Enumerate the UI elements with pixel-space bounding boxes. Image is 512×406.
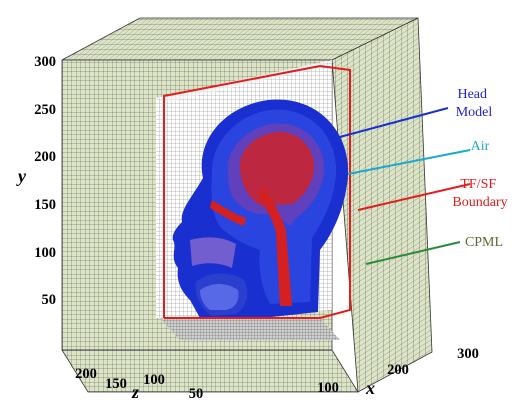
- head-label: Head Model: [456, 87, 493, 120]
- y-tick-300: 300: [34, 54, 56, 70]
- z-tick-200: 200: [75, 366, 97, 382]
- y-tick-200: 200: [34, 149, 56, 165]
- y-tick-100: 100: [34, 245, 56, 261]
- head-label-line1: Head: [457, 87, 487, 102]
- y-tick-50: 50: [42, 292, 57, 308]
- head-label-line2: Model: [456, 105, 493, 120]
- cpml-pointer-line: [365, 241, 461, 265]
- head-pointer-line: [335, 107, 449, 139]
- tfsf-label-line1: TF/SF: [460, 177, 496, 192]
- x-tick-300: 300: [457, 346, 479, 362]
- air-label: Air: [471, 139, 490, 154]
- floor-slab: [160, 318, 340, 340]
- z-tick-50: 50: [189, 386, 204, 402]
- tfsf-label: TF/SF Boundary: [452, 177, 507, 210]
- head-model: [172, 99, 349, 318]
- air-pointer-line: [347, 149, 471, 175]
- tfsf-pointer-line: [357, 183, 471, 211]
- tfsf-boundary: [163, 65, 351, 319]
- cpml-label: CPML: [465, 235, 503, 250]
- x-tick-200: 200: [387, 362, 409, 378]
- z-axis-label: z: [131, 382, 139, 402]
- x-axis-label: x: [365, 378, 375, 398]
- cpml-bottom-face: [61, 349, 359, 393]
- tfsf-label-line2: Boundary: [452, 195, 507, 210]
- air-label-line1: Air: [471, 139, 490, 154]
- z-tick-150: 150: [105, 376, 127, 392]
- y-tick-150: 150: [34, 197, 56, 213]
- x-tick-100: 100: [317, 380, 339, 396]
- y-axis-label: y: [16, 166, 27, 186]
- y-tick-250: 250: [34, 102, 56, 118]
- z-tick-100: 100: [143, 372, 165, 388]
- cpml-label-line1: CPML: [465, 235, 503, 250]
